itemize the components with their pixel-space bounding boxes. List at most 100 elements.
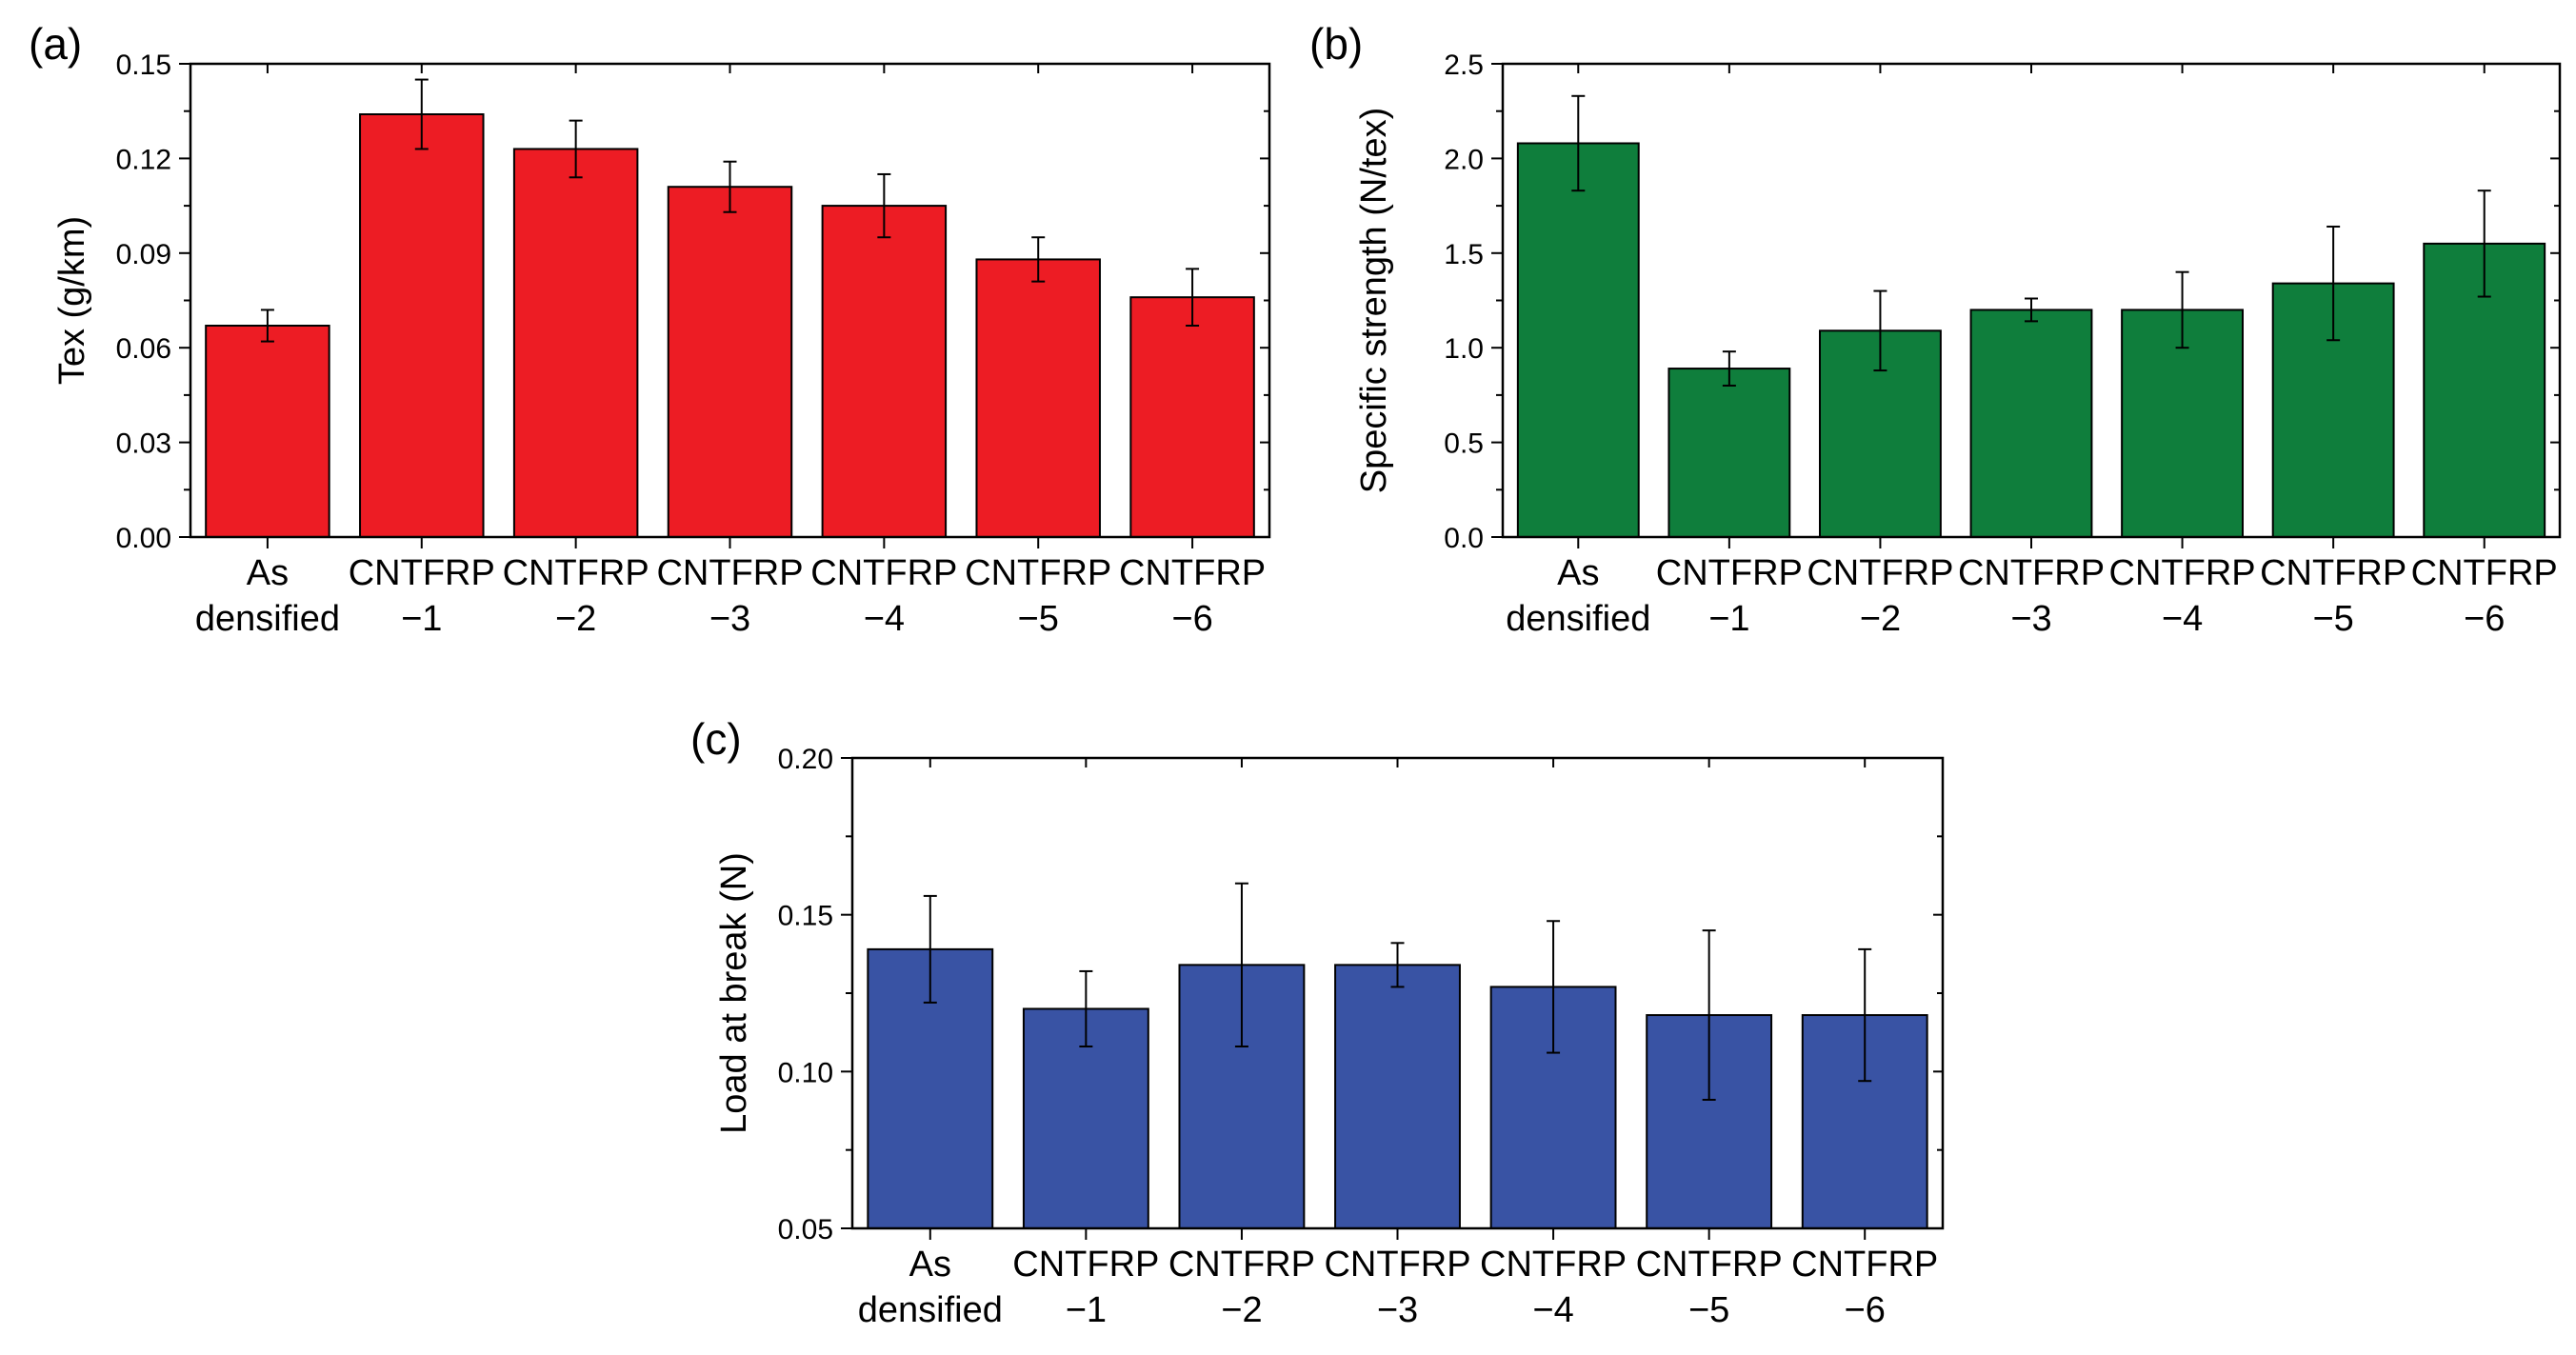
error-bar-b-4 bbox=[2025, 297, 2038, 323]
y-tick-label: 0.00 bbox=[116, 523, 171, 554]
plot-frame bbox=[850, 756, 1945, 1230]
x-tick-label: −1 bbox=[1708, 599, 1749, 639]
x-tick-label: −6 bbox=[1171, 599, 1212, 639]
error-bar-a-1 bbox=[260, 309, 274, 343]
y-axis-title: Load at break (N) bbox=[714, 852, 754, 1134]
x-tick-label: −5 bbox=[1688, 1290, 1729, 1330]
bar-a-5 bbox=[821, 205, 948, 538]
bar-a-4 bbox=[667, 186, 793, 538]
bar-a-6 bbox=[975, 258, 1101, 538]
error-bar-b-3 bbox=[1873, 289, 1887, 372]
y-tick-label: 0.20 bbox=[778, 744, 833, 775]
y-axis-title: Tex (g/km) bbox=[52, 216, 92, 385]
x-tick-label: CNTFRP bbox=[656, 553, 803, 593]
y-tick-label: 0.05 bbox=[778, 1214, 833, 1245]
x-tick-label: CNTFRP bbox=[1807, 553, 1953, 593]
error-bar-b-6 bbox=[2326, 225, 2341, 342]
y-tick-label: 0.10 bbox=[778, 1057, 833, 1088]
x-tick-label: As bbox=[1557, 553, 1599, 593]
y-tick-label: 0.06 bbox=[116, 333, 171, 365]
chart-panel-c: AsdensifiedCNTFRP−1CNTFRP−2CNTFRP−3CNTFR… bbox=[690, 714, 1945, 1330]
x-tick-label: CNTFRP bbox=[1958, 553, 2105, 593]
x-tick-label: −4 bbox=[2162, 599, 2203, 639]
x-tick-label: CNTFRP bbox=[1656, 553, 1803, 593]
x-tick-label: CNTFRP bbox=[349, 553, 495, 593]
bar-b-4 bbox=[1969, 309, 2093, 538]
error-bar-c-7 bbox=[1858, 947, 1872, 1083]
y-tick-label: 0.5 bbox=[1444, 428, 1484, 460]
error-bar-b-2 bbox=[1722, 350, 1736, 387]
plot-frame bbox=[1501, 62, 2562, 539]
error-bar-a-4 bbox=[723, 160, 737, 213]
x-tick-label: CNTFRP bbox=[1636, 1245, 1783, 1285]
x-tick-label: −2 bbox=[1860, 599, 1901, 639]
x-tick-label: densified bbox=[858, 1290, 1003, 1330]
x-tick-label: CNTFRP bbox=[965, 553, 1111, 593]
chart-panel-a: AsdensifiedCNTFRP−1CNTFRP−2CNTFRP−3CNTFR… bbox=[29, 19, 1271, 639]
x-tick-label: densified bbox=[195, 599, 340, 639]
error-bar-a-5 bbox=[877, 172, 891, 239]
x-tick-label: CNTFRP bbox=[1480, 1245, 1627, 1285]
error-bar-c-6 bbox=[1702, 929, 1716, 1101]
error-bar-a-3 bbox=[569, 119, 583, 179]
x-tick-label: densified bbox=[1506, 599, 1650, 639]
x-tick-label: −1 bbox=[1066, 1290, 1107, 1330]
bar-b-2 bbox=[1667, 368, 1791, 538]
error-bar-c-5 bbox=[1547, 920, 1561, 1054]
error-bar-c-3 bbox=[1234, 882, 1248, 1047]
x-tick-label: As bbox=[909, 1245, 951, 1285]
bar-b-1 bbox=[1516, 142, 1640, 538]
x-tick-label: CNTFRP bbox=[1119, 553, 1266, 593]
y-tick-label: 0.03 bbox=[116, 428, 171, 460]
plot-frame bbox=[189, 62, 1271, 539]
y-tick-label: 0.15 bbox=[116, 50, 171, 81]
bar-a-7 bbox=[1129, 296, 1255, 539]
error-bar-b-1 bbox=[1571, 94, 1586, 192]
x-tick-label: −2 bbox=[1221, 1290, 1262, 1330]
x-tick-label: CNTFRP bbox=[1012, 1245, 1159, 1285]
error-bar-c-1 bbox=[923, 894, 937, 1004]
x-tick-label: CNTFRP bbox=[2260, 553, 2406, 593]
bar-c-4 bbox=[1334, 964, 1461, 1229]
error-bar-b-7 bbox=[2477, 189, 2491, 298]
x-tick-label: CNTFRP bbox=[2109, 553, 2256, 593]
error-bar-c-4 bbox=[1390, 942, 1405, 988]
x-tick-label: −6 bbox=[2464, 599, 2505, 639]
panel-label: (c) bbox=[690, 714, 742, 764]
y-tick-label: 0.12 bbox=[116, 144, 171, 175]
x-tick-label: CNTFRP bbox=[503, 553, 649, 593]
y-tick-label: 0.09 bbox=[116, 239, 171, 270]
y-tick-label: 2.0 bbox=[1444, 144, 1484, 175]
bar-a-3 bbox=[512, 148, 639, 539]
x-tick-label: −3 bbox=[2010, 599, 2051, 639]
error-bar-c-2 bbox=[1079, 969, 1093, 1047]
x-tick-label: CNTFRP bbox=[1168, 1245, 1315, 1285]
x-tick-label: −1 bbox=[401, 599, 442, 639]
chart-panel-b: AsdensifiedCNTFRP−1CNTFRP−2CNTFRP−3CNTFR… bbox=[1309, 19, 2562, 639]
bar-a-1 bbox=[205, 325, 330, 538]
x-tick-label: CNTFRP bbox=[2411, 553, 2558, 593]
x-tick-label: −3 bbox=[709, 599, 750, 639]
x-tick-label: CNTFRP bbox=[1324, 1245, 1470, 1285]
error-bar-a-6 bbox=[1031, 236, 1046, 283]
bar-a-2 bbox=[359, 113, 485, 538]
y-tick-label: 0.15 bbox=[778, 901, 833, 932]
panel-label: (b) bbox=[1309, 19, 1363, 69]
x-tick-label: −2 bbox=[555, 599, 596, 639]
x-tick-label: −5 bbox=[1018, 599, 1059, 639]
error-bar-b-5 bbox=[2175, 270, 2189, 349]
y-axis-title: Specific strength (N/tex) bbox=[1354, 108, 1394, 493]
x-tick-label: −4 bbox=[864, 599, 905, 639]
error-bar-a-2 bbox=[414, 78, 429, 150]
x-tick-label: CNTFRP bbox=[1791, 1245, 1938, 1285]
y-tick-label: 2.5 bbox=[1444, 50, 1484, 81]
y-tick-label: 0.0 bbox=[1444, 523, 1484, 554]
y-tick-label: 1.0 bbox=[1444, 333, 1484, 365]
error-bar-a-7 bbox=[1186, 268, 1200, 328]
x-tick-label: As bbox=[247, 553, 289, 593]
panel-label: (a) bbox=[29, 19, 82, 69]
x-tick-label: −5 bbox=[2312, 599, 2353, 639]
x-tick-label: CNTFRP bbox=[810, 553, 957, 593]
x-tick-label: −3 bbox=[1377, 1290, 1418, 1330]
x-tick-label: −4 bbox=[1532, 1290, 1573, 1330]
